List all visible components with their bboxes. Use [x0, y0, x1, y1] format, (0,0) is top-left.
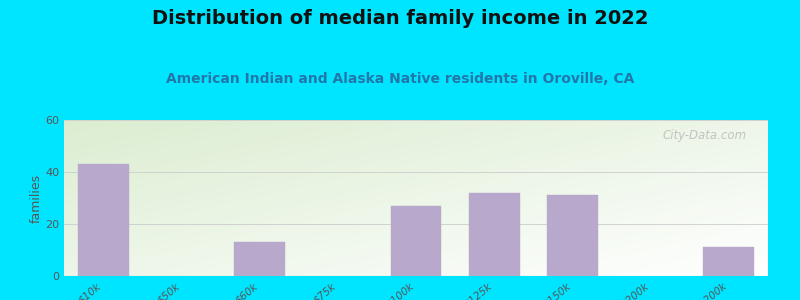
Bar [469, 193, 520, 276]
Text: American Indian and Alaska Native residents in Oroville, CA: American Indian and Alaska Native reside… [166, 72, 634, 86]
Bar [547, 195, 598, 276]
Text: City-Data.com: City-Data.com [662, 129, 747, 142]
Bar [703, 248, 754, 276]
Bar [234, 242, 285, 276]
Bar [390, 206, 442, 276]
Y-axis label: families: families [30, 173, 42, 223]
Bar [78, 164, 129, 276]
Text: Distribution of median family income in 2022: Distribution of median family income in … [152, 9, 648, 28]
